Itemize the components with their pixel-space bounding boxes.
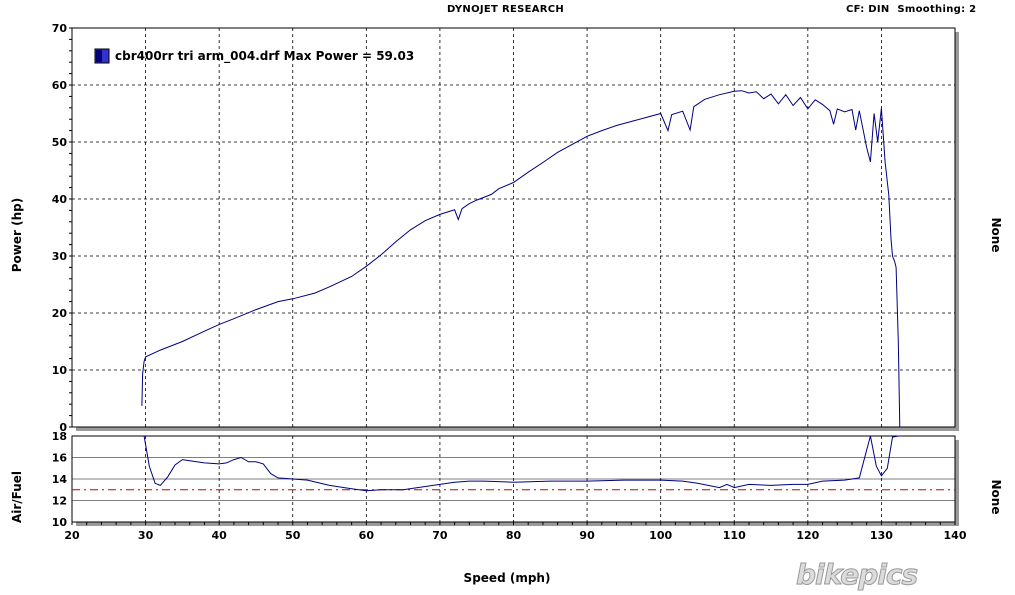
cf-label: CF: DIN: [846, 4, 890, 15]
x-tick-label: 60: [359, 529, 375, 542]
x-tick-label: 80: [506, 529, 522, 542]
watermark-logo: bikepics: [795, 558, 918, 592]
airfuel-series: [143, 435, 902, 492]
x-tick-label: 70: [432, 529, 448, 542]
smoothing-label: Smoothing: 2: [897, 4, 977, 15]
power-grid: [72, 28, 955, 427]
y2-axis-label-power: None: [989, 217, 1003, 253]
power-y-tick-label: 30: [52, 250, 68, 263]
x-tick-label: 130: [870, 529, 893, 542]
x-tick-label: 90: [579, 529, 595, 542]
chart-header-settings: CF: DIN Smoothing: 2: [846, 4, 980, 15]
power-plot-frame: [71, 27, 959, 431]
speed-x-ticks: 20 30 40 50 60 70 80 90 100 110 120 130 140: [64, 522, 967, 542]
airfuel-y-tick-label: 18: [52, 430, 67, 443]
legend-swatch-shade: [96, 50, 102, 62]
airfuel-y-tick-label: 10: [52, 516, 68, 529]
power-series: [141, 90, 901, 428]
airfuel-grid: [72, 436, 955, 522]
airfuel-y-tick-label: 16: [52, 452, 68, 465]
power-series-line: [141, 90, 901, 428]
x-tick-label: 30: [138, 529, 154, 542]
y-axis-label-power: Power (hp): [10, 197, 24, 273]
power-y-tick-label: 70: [52, 22, 68, 35]
x-tick-label: 40: [212, 529, 228, 542]
y2-axis-label-airfuel: None: [989, 479, 1003, 515]
airfuel-y-tick-label: 12: [52, 495, 67, 508]
x-tick-label: 100: [649, 529, 672, 542]
airfuel-y-tick-label: 14: [52, 473, 68, 486]
x-tick-label: 140: [944, 529, 967, 542]
legend: cbr400rr tri arm_004.drf Max Power = 59.…: [94, 48, 414, 64]
airfuel-series-line: [143, 435, 902, 492]
x-tick-label: 50: [285, 529, 301, 542]
power-y-ticks: 0 10 20 30 40 50 60 70: [52, 22, 72, 434]
power-y-tick-label: 50: [52, 136, 68, 149]
chart-header-title: DYNOJET RESEARCH: [447, 4, 565, 15]
x-tick-label: 20: [64, 529, 80, 542]
power-y-tick-label: 0: [59, 421, 67, 434]
power-y-tick-label: 40: [52, 193, 68, 206]
power-y-tick-label: 20: [52, 307, 68, 320]
legend-label: cbr400rr tri arm_004.drf Max Power = 59.…: [115, 49, 414, 64]
y-axis-label-airfuel: Air/Fuel: [10, 470, 24, 524]
x-axis-label: Speed (mph): [463, 571, 551, 585]
airfuel-y-ticks: 10 12 14 16 18: [52, 430, 68, 529]
x-tick-label: 120: [796, 529, 819, 542]
x-tick-label: 110: [723, 529, 746, 542]
power-y-tick-label: 60: [52, 79, 68, 92]
power-y-tick-label: 10: [52, 364, 68, 377]
